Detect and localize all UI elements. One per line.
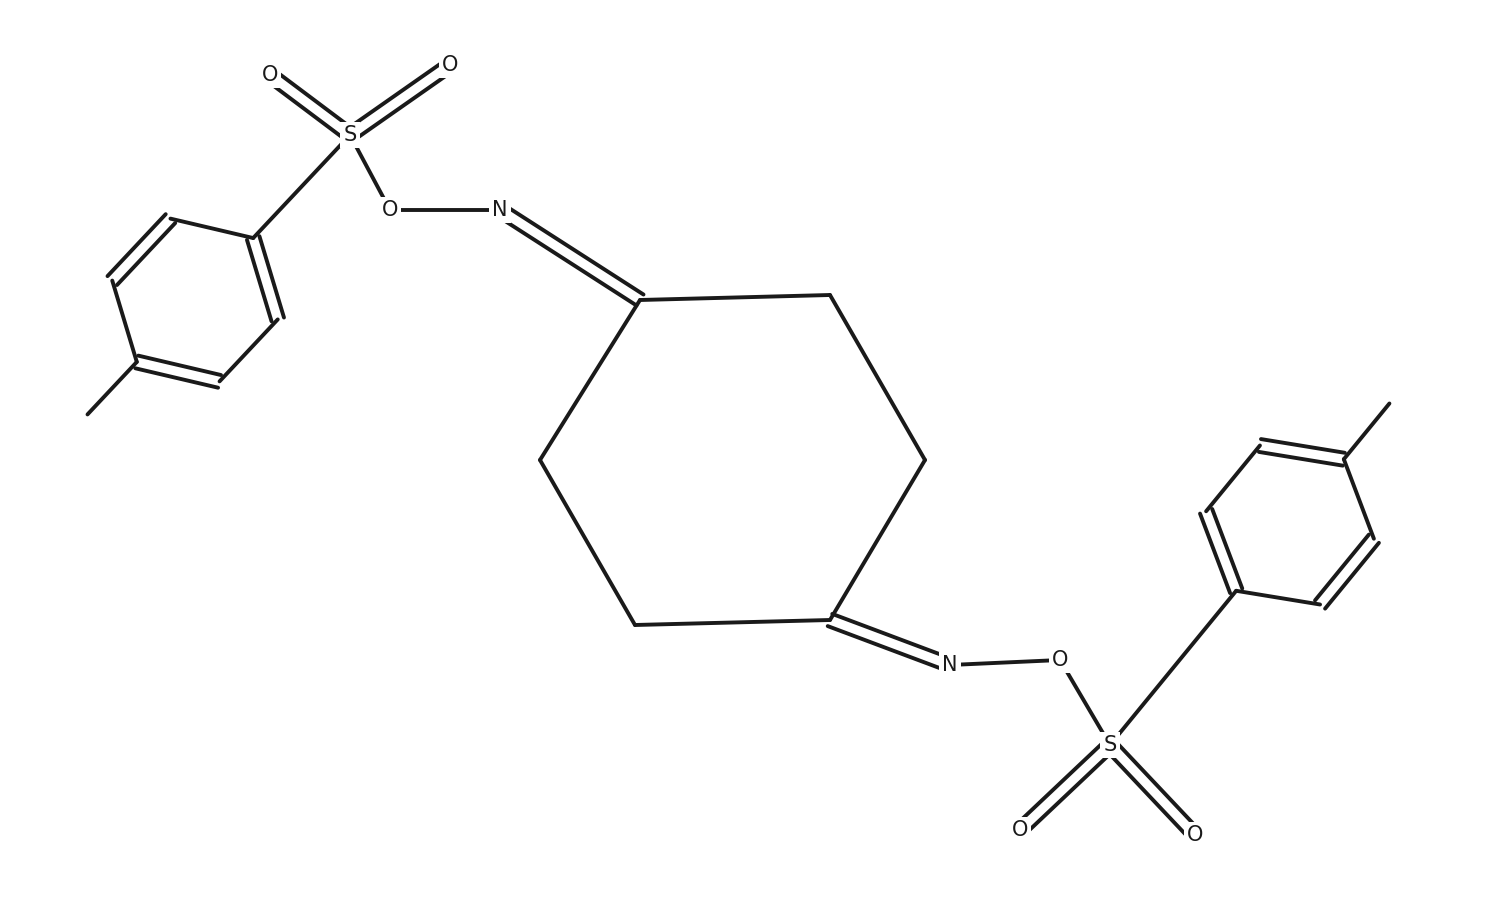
- Text: S: S: [1104, 735, 1116, 755]
- Text: O: O: [382, 200, 399, 220]
- Text: O: O: [1052, 650, 1068, 670]
- Text: O: O: [1012, 820, 1028, 840]
- Text: N: N: [942, 655, 957, 675]
- Text: O: O: [442, 55, 458, 75]
- Text: O: O: [1187, 825, 1203, 845]
- Text: N: N: [492, 200, 507, 220]
- Text: S: S: [343, 125, 356, 145]
- Text: O: O: [261, 65, 278, 85]
